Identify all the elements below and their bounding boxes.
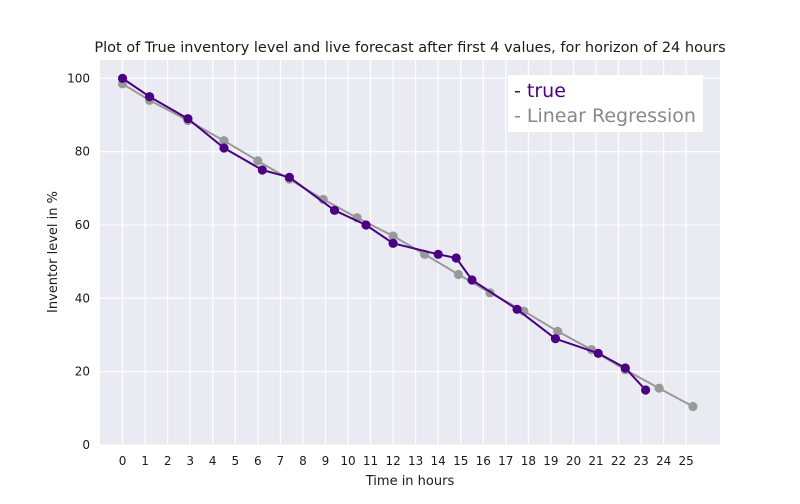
- x-tick-label: 0: [119, 454, 127, 468]
- x-tick-label: 5: [231, 454, 239, 468]
- data-point-true: [219, 143, 229, 153]
- legend-item-linear-regression: - Linear Regression: [514, 105, 696, 127]
- legend-box: [508, 75, 703, 132]
- data-point-linear-regression: [453, 269, 464, 280]
- x-tick-label: 10: [340, 454, 355, 468]
- data-point-linear-regression: [553, 326, 563, 336]
- y-tick-label: 60: [75, 218, 90, 232]
- data-point-true: [433, 249, 443, 259]
- x-tick-label: 7: [277, 454, 285, 468]
- data-point-true: [388, 238, 398, 248]
- data-point-true: [550, 334, 561, 344]
- x-tick-label: 9: [322, 454, 330, 468]
- axis-ticks: 0 1 2 3 4 5 6 7 8 9 10 11 12 13 14 15 16 17 18 19 20 21 22 23 24…: [67, 71, 694, 468]
- x-tick-label: 21: [588, 454, 603, 468]
- legend: - true - Linear Regression: [508, 75, 703, 132]
- x-tick-label: 25: [679, 454, 694, 468]
- y-tick-label: 20: [75, 365, 90, 379]
- data-point-linear-regression: [253, 156, 263, 166]
- y-tick-label: 0: [82, 438, 90, 452]
- legend-item-true: - true: [514, 80, 566, 102]
- chart-title: Plot of True inventory level and live fo…: [94, 40, 725, 56]
- x-tick-label: 12: [385, 454, 400, 468]
- data-point-true: [593, 348, 603, 358]
- x-tick-label: 13: [408, 454, 423, 468]
- data-point-linear-regression: [318, 194, 328, 204]
- x-tick-label: 14: [431, 454, 446, 468]
- data-point-true: [145, 92, 155, 102]
- y-tick-label: 100: [67, 71, 90, 85]
- x-tick-label: 19: [543, 454, 558, 468]
- x-tick-label: 18: [521, 454, 536, 468]
- data-point-true: [467, 275, 477, 285]
- data-point-true: [257, 165, 267, 175]
- y-tick-label: 40: [75, 291, 90, 305]
- data-point-true: [451, 253, 461, 263]
- data-point-true: [329, 205, 340, 215]
- series-layer: [117, 73, 698, 412]
- data-point-true: [512, 304, 522, 314]
- data-point-linear-regression: [654, 383, 664, 393]
- x-tick-label: 23: [633, 454, 648, 468]
- x-tick-label: 6: [254, 454, 262, 468]
- x-tick-label: 4: [209, 454, 217, 468]
- x-tick-label: 11: [363, 454, 378, 468]
- y-tick-label: 80: [75, 145, 90, 159]
- x-tick-label: 20: [566, 454, 581, 468]
- data-point-true: [620, 363, 630, 373]
- data-point-true: [183, 114, 193, 124]
- x-tick-label: 15: [453, 454, 468, 468]
- x-tick-label: 1: [141, 454, 149, 468]
- y-axis-label: Inventor level in %: [46, 191, 61, 313]
- x-tick-label: 2: [164, 454, 172, 468]
- x-tick-label: 3: [186, 454, 194, 468]
- data-point-linear-regression: [219, 136, 229, 146]
- data-point-linear-regression: [388, 231, 398, 241]
- data-point-linear-regression: [688, 401, 698, 412]
- data-point-true: [284, 172, 294, 182]
- x-tick-label: 17: [498, 454, 513, 468]
- x-tick-label: 8: [299, 454, 307, 468]
- x-tick-label: 22: [611, 454, 626, 468]
- x-tick-label: 16: [476, 454, 491, 468]
- x-tick-label: 24: [656, 454, 671, 468]
- data-point-true: [117, 73, 128, 83]
- x-axis-label: Time in hours: [365, 474, 455, 489]
- data-point-true: [361, 220, 371, 230]
- data-point-true: [641, 385, 651, 395]
